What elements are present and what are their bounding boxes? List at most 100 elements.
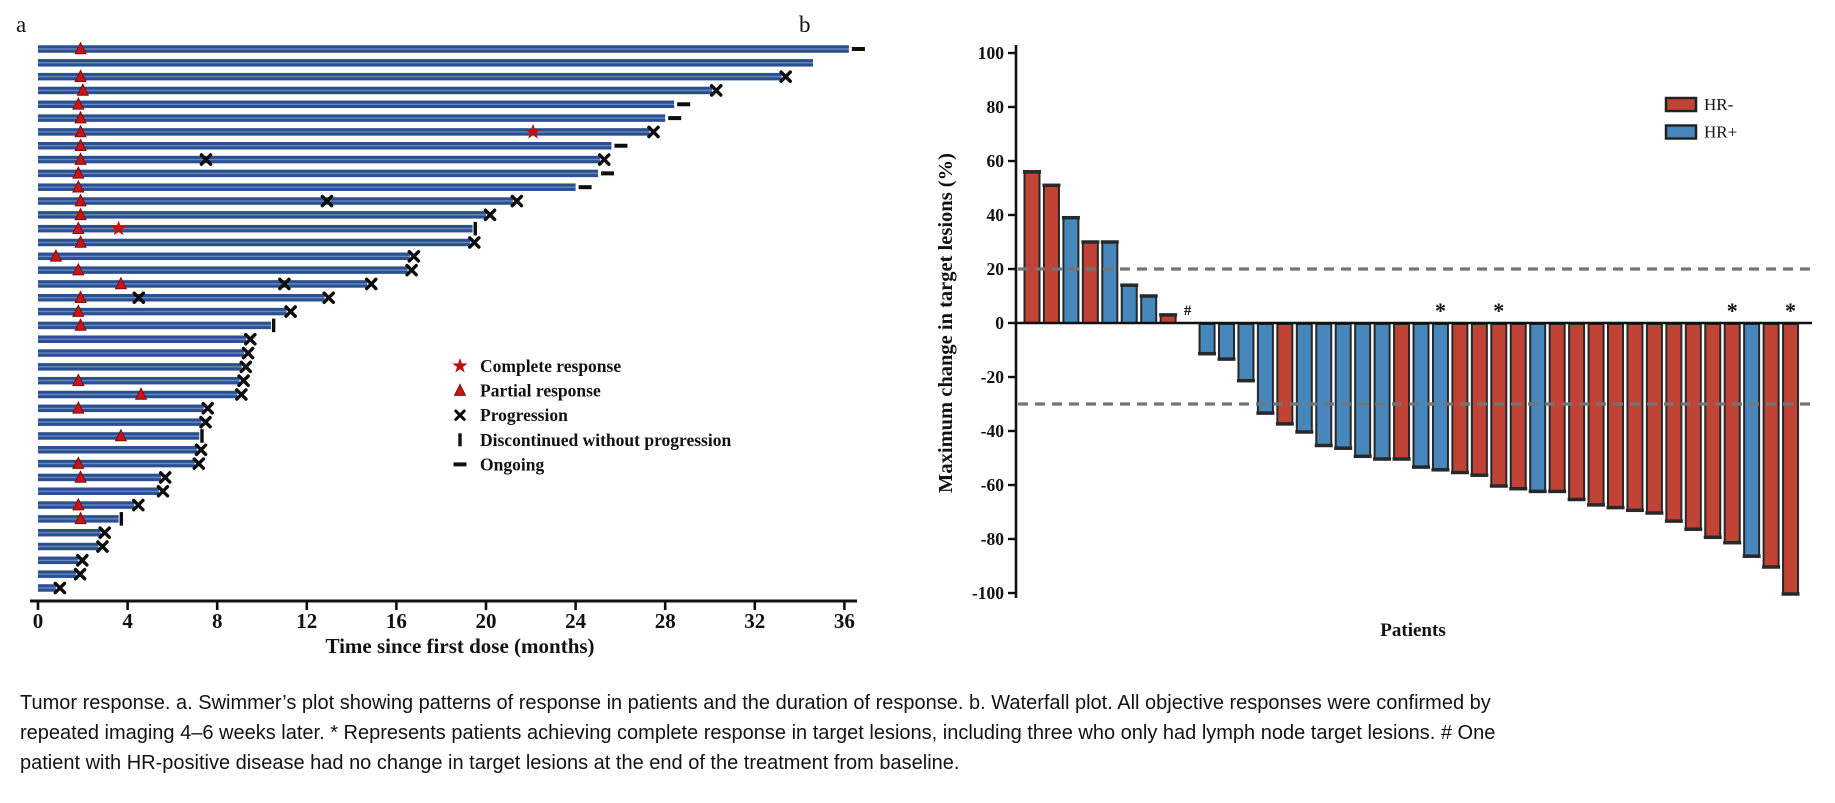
a-x-tick-label: 20	[476, 609, 497, 633]
swimmer-bar	[38, 197, 513, 205]
waterfall-bar-cap	[1781, 592, 1800, 596]
complete-response-asterisk: *	[1435, 298, 1446, 323]
waterfall-bar-cap	[1742, 554, 1761, 558]
swimmer-bar	[38, 363, 242, 371]
discontinued-bar-icon	[473, 221, 477, 236]
complete-response-star-icon	[110, 220, 127, 236]
waterfall-bar	[1218, 323, 1235, 361]
a-x-tick-label: 36	[834, 609, 855, 633]
swimmer-bar	[38, 100, 675, 109]
waterfall-bar-cap	[1042, 183, 1061, 188]
waterfall-bar	[1723, 323, 1741, 544]
a-legend-label: Progression	[480, 405, 568, 425]
swimmer-bar	[38, 376, 240, 385]
swimmer-bar	[38, 528, 101, 537]
a-x-tick-label: 24	[565, 609, 587, 633]
progression-x-icon	[510, 194, 524, 208]
progression-x-icon	[244, 332, 257, 346]
progression-x-icon	[284, 305, 297, 318]
progression-x-icon	[779, 70, 792, 83]
waterfall-bar	[1042, 184, 1060, 324]
partial-response-triangle-icon	[74, 318, 87, 331]
waterfall-bar-cap	[1684, 527, 1703, 531]
ongoing-dash-icon	[677, 102, 691, 107]
waterfall-bar	[1704, 323, 1722, 539]
zero-change-hash-symbol: #	[1184, 303, 1192, 319]
a-x-tick-label: 0	[33, 609, 44, 633]
progression-x-icon	[194, 443, 208, 457]
swimmer-bar	[38, 487, 159, 495]
progression-x-icon	[239, 360, 253, 374]
b-legend-swatch	[1664, 96, 1698, 113]
waterfall-bar	[1120, 284, 1138, 325]
swimmer-bar	[38, 584, 56, 592]
waterfall-bar-cap	[1353, 454, 1372, 459]
swimmer-bar	[38, 59, 814, 67]
legend-star-icon	[452, 358, 468, 373]
progression-x-icon	[201, 402, 215, 415]
partial-response-triangle-icon	[72, 497, 85, 511]
waterfall-bar	[1665, 323, 1683, 523]
waterfall-bar-cap	[1489, 484, 1508, 488]
waterfall-bar-cap	[1645, 511, 1664, 515]
partial-response-triangle-icon	[74, 152, 87, 165]
swimmer-bar	[38, 501, 135, 509]
waterfall-bar	[1431, 323, 1449, 471]
progression-x-icon	[132, 291, 146, 305]
b-x-axis-title: Patients	[1380, 620, 1445, 641]
legend-triangle-icon	[453, 383, 467, 396]
a-x-tick-label: 32	[744, 609, 765, 633]
progression-x-icon	[235, 388, 248, 401]
b-y-tick-label: 20	[987, 259, 1005, 279]
waterfall-bar-cap	[1625, 508, 1644, 513]
progression-x-icon	[407, 249, 421, 263]
b-y-axis-title: Maximum change in target lesions (%)	[935, 153, 957, 493]
swimmer-bar	[38, 183, 576, 191]
waterfall-bar	[1023, 170, 1041, 324]
partial-response-triangle-icon	[74, 41, 87, 55]
swimmer-bar	[38, 459, 195, 468]
a-legend-label: Ongoing	[480, 454, 544, 474]
waterfall-bar	[1334, 323, 1352, 450]
ongoing-dash-icon	[614, 143, 628, 148]
discontinued-bar-icon	[271, 318, 276, 333]
swimmer-bar	[38, 349, 245, 357]
b-legend-label: HR-	[1704, 95, 1734, 114]
swimmer-bar	[38, 294, 325, 302]
progression-x-icon	[76, 554, 89, 567]
b-y-tick-label: 60	[987, 151, 1005, 171]
waterfall-bar-cap	[1198, 351, 1217, 356]
b-y-tick-label: 0	[995, 313, 1004, 333]
swimmer-bar	[38, 570, 77, 578]
waterfall-bar-cap	[1431, 468, 1450, 472]
waterfall-bar-cap	[1217, 357, 1236, 361]
waterfall-bar	[1529, 323, 1547, 493]
progression-x-icon	[237, 374, 250, 387]
swimmer-bar	[38, 45, 849, 53]
progression-x-icon	[278, 277, 291, 291]
waterfall-bar	[1198, 323, 1216, 355]
waterfall-bar	[1276, 323, 1294, 425]
swimmer-bar	[38, 128, 650, 136]
progression-x-icon	[709, 84, 723, 97]
waterfall-bar	[1762, 323, 1780, 568]
waterfall-bar-cap	[1762, 565, 1781, 569]
progression-x-icon	[53, 581, 67, 595]
partial-response-triangle-icon	[72, 166, 85, 179]
swimmer-bar	[38, 141, 612, 150]
swimmer-bar	[38, 211, 486, 219]
waterfall-bar-cap	[1120, 283, 1139, 287]
waterfall-bar	[1626, 323, 1644, 512]
waterfall-plot: 100 80 60 40 20 0 -20 -40 -60 -80 -100 Maximum chan…	[935, 43, 1812, 641]
figure-caption: Tumor response. a. Swimmer’s plot showin…	[20, 692, 1496, 774]
a-x-tick-label: 8	[212, 609, 223, 633]
waterfall-bar-cap	[1159, 313, 1178, 317]
legend-dash-icon	[453, 462, 467, 467]
progression-x-icon	[241, 346, 255, 360]
swimmer-bar	[38, 280, 368, 288]
swimmer-bar	[38, 72, 782, 81]
waterfall-bar-cap	[1470, 473, 1489, 477]
partial-response-triangle-icon	[72, 400, 85, 414]
waterfall-bar-cap	[1509, 486, 1528, 491]
a-x-tick-label: 16	[386, 609, 407, 633]
